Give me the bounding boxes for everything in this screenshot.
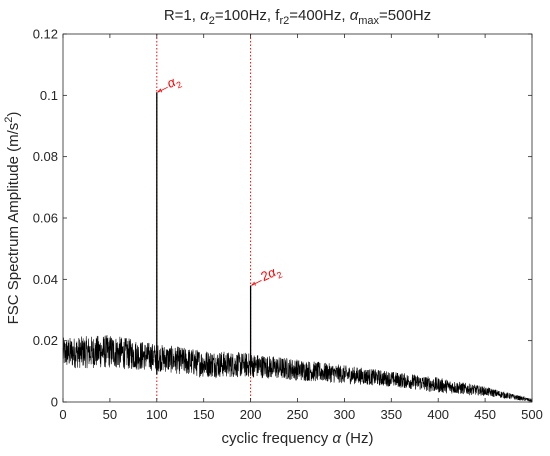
spectrum-trace (62, 335, 533, 402)
y-tick-label: 0.12 (33, 27, 58, 42)
plot-background (63, 34, 532, 402)
x-axis-label: cyclic frequency α (Hz) (222, 430, 374, 447)
x-tick-label: 450 (474, 407, 496, 422)
x-tick-label: 300 (334, 407, 356, 422)
y-tick-label: 0.04 (33, 272, 58, 287)
y-tick-label: 0 (51, 395, 58, 410)
x-tick-label: 150 (193, 407, 215, 422)
x-tick-label: 350 (380, 407, 402, 422)
annotation-arrowhead (157, 88, 163, 93)
x-tick-label: 250 (287, 407, 309, 422)
annotation-arrow (251, 280, 262, 286)
y-tick-label: 0.06 (33, 211, 58, 226)
y-tick-label: 0.02 (33, 333, 58, 348)
annotation-arrowhead (251, 281, 256, 286)
x-tick-label: 0 (59, 407, 66, 422)
y-tick-label: 0.1 (40, 88, 58, 103)
x-tick-label: 100 (146, 407, 168, 422)
x-tick-label: 200 (240, 407, 262, 422)
x-tick-label: 400 (427, 407, 449, 422)
x-tick-label: 500 (521, 407, 543, 422)
annotation-arrow (157, 86, 168, 93)
x-tick-label: 50 (103, 407, 117, 422)
chart-title: R=1, α2=100Hz, fr2=400Hz, αmax=500Hz (164, 7, 431, 27)
y-axis-label: FSC Spectrum Amplitude (m/s2) (3, 112, 22, 325)
y-tick-label: 0.08 (33, 149, 58, 164)
